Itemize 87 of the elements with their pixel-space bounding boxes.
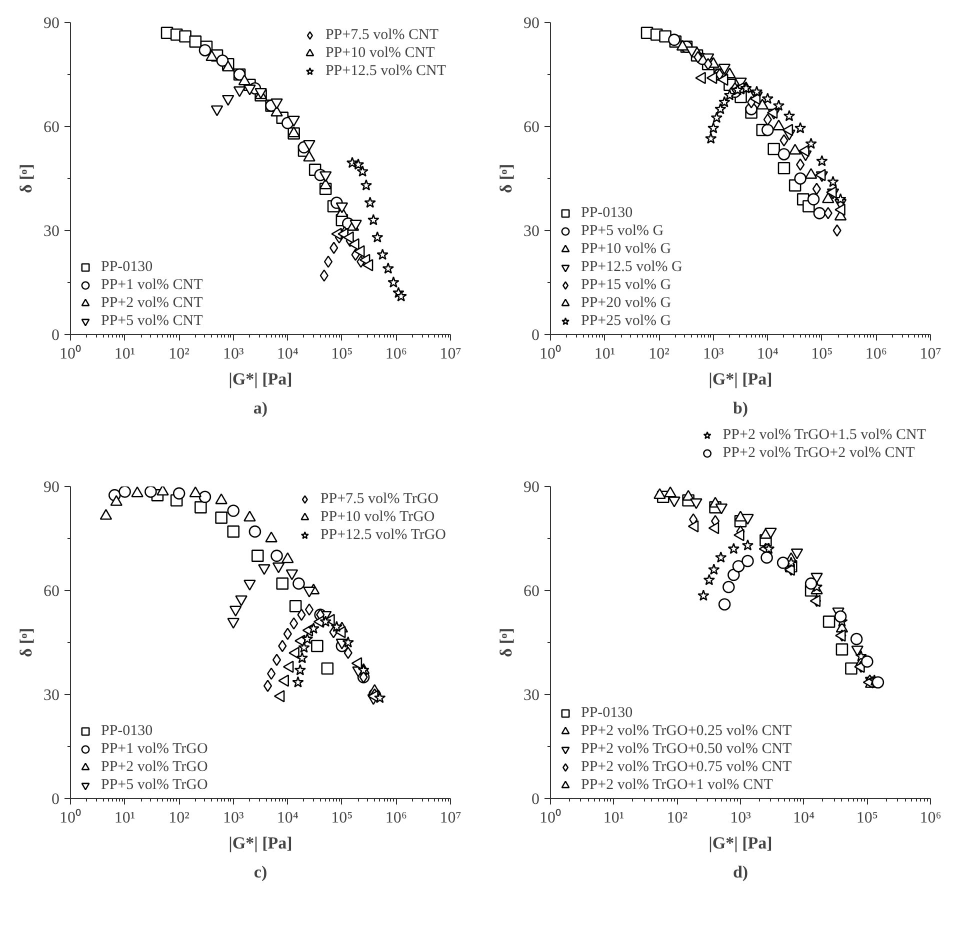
- x-tick-label: 10⁵: [331, 346, 353, 362]
- y-tick-label: 0: [52, 791, 60, 808]
- legend-label: PP+12.5 vol% TrGO: [320, 526, 446, 544]
- y-tick-label: 60: [44, 583, 60, 600]
- x-axis-title: |G*| [Pa]: [708, 834, 772, 852]
- legend-label: PP+25 vol% G: [581, 312, 672, 330]
- x-tick-label: 10⁵: [811, 346, 833, 362]
- legend-label: PP+10 vol% G: [581, 240, 672, 258]
- y-tick-label: 30: [524, 223, 540, 240]
- y-axis-title: δ [ᵒ]: [496, 164, 516, 194]
- x-tick-label: 10⁷: [440, 810, 462, 826]
- y-tick-label: 90: [44, 479, 60, 496]
- x-tick-label: 10⁰: [60, 344, 82, 362]
- x-tick-label: 10⁰: [540, 808, 562, 826]
- x-tick-label: 10⁷: [440, 346, 462, 362]
- x-tick-label: 10²: [666, 810, 688, 826]
- legend-label: PP+20 vol% G: [581, 294, 672, 312]
- x-axis-title: |G*| [Pa]: [708, 370, 772, 388]
- x-tick-label: 10⁰: [60, 808, 82, 826]
- x-tick-label: 10³: [222, 810, 244, 826]
- y-axis-title: δ [ᵒ]: [496, 628, 516, 658]
- legend-label: PP+2 vol% CNT: [101, 294, 203, 312]
- text: b): [732, 398, 748, 418]
- y-tick-label: 0: [52, 327, 60, 344]
- y-tick-label: 90: [524, 15, 540, 32]
- text: c): [254, 862, 268, 882]
- y-tick-label: 0: [532, 791, 540, 808]
- legend-label: PP+15 vol% G: [581, 276, 672, 294]
- legend-label: PP+2 vol% TrGO: [101, 758, 208, 776]
- legend-label: PP-0130: [581, 704, 633, 722]
- legend-label: PP+12.5 vol% CNT: [325, 62, 446, 80]
- y-axis-title: δ [ᵒ]: [16, 628, 36, 658]
- y-tick-label: 60: [44, 119, 60, 136]
- x-tick-label: 10¹: [114, 810, 136, 826]
- x-tick-label: 10¹: [594, 346, 616, 362]
- x-tick-label: 10⁴: [276, 810, 299, 826]
- legend-label: PP+2 vol% TrGO+0.75 vol% CNT: [581, 758, 792, 776]
- x-tick-label: 10⁶: [865, 346, 888, 362]
- legend-label: PP+5 vol% G: [581, 222, 664, 240]
- legend-label: PP+5 vol% TrGO: [101, 776, 208, 794]
- y-tick-label: 30: [44, 687, 60, 704]
- text: a): [253, 398, 268, 418]
- legend-label: PP-0130: [101, 258, 153, 276]
- x-tick-label: 10⁷: [920, 346, 942, 362]
- y-tick-label: 30: [524, 687, 540, 704]
- legend-label: PP+1 vol% CNT: [101, 276, 203, 294]
- legend-label: PP+5 vol% CNT: [101, 312, 203, 330]
- x-axis-title: |G*| [Pa]: [228, 370, 292, 388]
- x-tick-label: 10⁶: [920, 810, 942, 826]
- x-tick-label: 10¹: [114, 346, 136, 362]
- x-tick-label: 10¹: [603, 810, 624, 826]
- y-tick-label: 60: [524, 119, 540, 136]
- x-axis-title: |G*| [Pa]: [228, 834, 292, 852]
- x-tick-label: 10²: [168, 346, 190, 362]
- x-tick-label: 10³: [222, 346, 244, 362]
- legend-label: PP-0130: [101, 722, 153, 740]
- legend-label: PP+2 vol% TrGO+1.5 vol% CNT: [722, 426, 926, 444]
- legend-label: PP+10 vol% CNT: [325, 44, 435, 62]
- x-tick-label: 10⁴: [276, 346, 299, 362]
- x-tick-label: 10³: [702, 346, 724, 362]
- y-tick-label: 90: [44, 15, 60, 32]
- legend-label: PP+10 vol% TrGO: [320, 508, 435, 526]
- legend-label: PP+2 vol% TrGO+2 vol% CNT: [722, 444, 915, 462]
- legend-label: PP+2 vol% TrGO+0.25 vol% CNT: [581, 722, 792, 740]
- x-tick-label: 10⁴: [793, 810, 816, 826]
- y-axis-title: δ [ᵒ]: [16, 164, 36, 194]
- text: d): [732, 862, 748, 882]
- x-tick-label: 10²: [648, 346, 670, 362]
- x-tick-label: 10⁴: [756, 346, 779, 362]
- x-tick-label: 10²: [168, 810, 190, 826]
- y-tick-label: 30: [44, 223, 60, 240]
- y-tick-label: 60: [524, 583, 540, 600]
- y-tick-label: 0: [532, 327, 540, 344]
- x-tick-label: 10⁵: [856, 810, 878, 826]
- legend-label: PP-0130: [581, 204, 633, 222]
- y-tick-label: 90: [524, 479, 540, 496]
- legend-label: PP+2 vol% TrGO+0.50 vol% CNT: [581, 740, 792, 758]
- x-tick-label: 10⁰: [540, 344, 562, 362]
- x-tick-label: 10³: [730, 810, 752, 826]
- x-tick-label: 10⁶: [385, 346, 408, 362]
- x-tick-label: 10⁵: [331, 810, 353, 826]
- legend-label: PP+2 vol% TrGO+1 vol% CNT: [581, 776, 773, 794]
- legend-label: PP+7.5 vol% CNT: [325, 26, 438, 44]
- legend-label: PP+1 vol% TrGO: [101, 740, 208, 758]
- x-tick-label: 10⁶: [385, 810, 408, 826]
- legend-label: PP+7.5 vol% TrGO: [320, 490, 438, 508]
- legend-label: PP+12.5 vol% G: [581, 258, 682, 276]
